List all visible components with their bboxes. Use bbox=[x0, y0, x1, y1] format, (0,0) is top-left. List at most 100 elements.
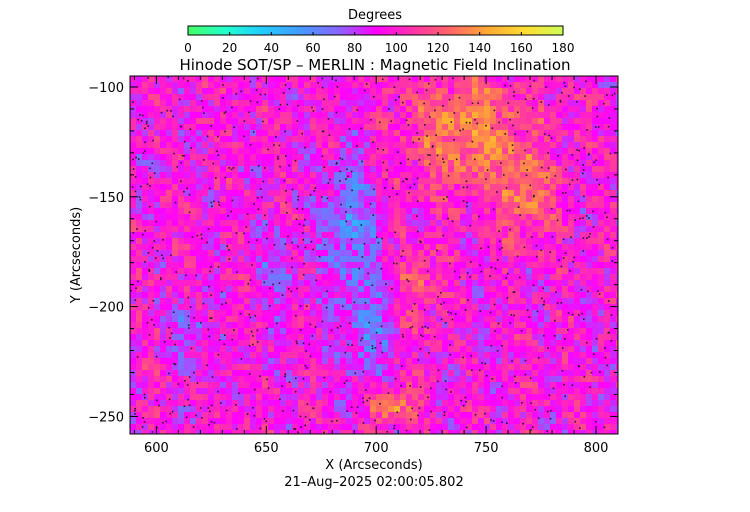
heatmap-cell bbox=[214, 184, 220, 190]
heatmap-cell bbox=[394, 292, 400, 298]
heatmap-cell bbox=[238, 274, 244, 280]
heatmap-cell bbox=[130, 142, 136, 148]
heatmap-cell bbox=[250, 304, 256, 310]
heatmap-cell bbox=[214, 310, 220, 316]
heatmap-cell bbox=[130, 262, 136, 268]
heatmap-cell bbox=[472, 178, 478, 184]
heatmap-cell bbox=[286, 190, 292, 196]
heatmap-cell bbox=[256, 238, 262, 244]
heatmap-cell bbox=[460, 304, 466, 310]
heatmap-cell bbox=[604, 304, 610, 310]
heatmap-cell bbox=[148, 292, 154, 298]
heatmap-cell bbox=[580, 76, 586, 82]
heatmap-cell bbox=[250, 328, 256, 334]
heatmap-cell bbox=[232, 160, 238, 166]
heatmap-cell bbox=[532, 418, 538, 424]
heatmap-cell bbox=[610, 286, 616, 292]
heatmap-cell bbox=[328, 370, 334, 376]
heatmap-cell bbox=[352, 190, 358, 196]
heatmap-cell bbox=[214, 262, 220, 268]
heatmap-cell bbox=[430, 340, 436, 346]
heatmap-cell bbox=[250, 418, 256, 424]
heatmap-cell bbox=[466, 322, 472, 328]
heatmap-cell bbox=[616, 256, 618, 262]
heatmap-cell bbox=[472, 328, 478, 334]
heatmap-cell bbox=[550, 358, 556, 364]
heatmap-cell bbox=[292, 364, 298, 370]
heatmap-cell bbox=[226, 310, 232, 316]
heatmap-cell bbox=[580, 220, 586, 226]
heatmap-cell bbox=[214, 412, 220, 418]
heatmap-cell bbox=[166, 202, 172, 208]
heatmap-cell bbox=[364, 382, 370, 388]
heatmap-cell bbox=[394, 118, 400, 124]
heatmap-cell bbox=[244, 394, 250, 400]
heatmap-cell bbox=[562, 400, 568, 406]
heatmap-cell bbox=[592, 178, 598, 184]
heatmap-cell bbox=[166, 316, 172, 322]
heatmap-cell bbox=[358, 82, 364, 88]
heatmap-cell bbox=[196, 154, 202, 160]
heatmap-cell bbox=[544, 400, 550, 406]
heatmap-cell bbox=[406, 358, 412, 364]
heatmap-cell bbox=[334, 286, 340, 292]
heatmap-cell bbox=[430, 106, 436, 112]
heatmap-cell bbox=[616, 274, 618, 280]
heatmap-cell bbox=[268, 340, 274, 346]
heatmap-cell bbox=[550, 292, 556, 298]
heatmap-cell bbox=[208, 244, 214, 250]
heatmap-cell bbox=[574, 274, 580, 280]
heatmap-cell bbox=[292, 88, 298, 94]
heatmap-cell bbox=[400, 310, 406, 316]
heatmap-cell bbox=[148, 376, 154, 382]
heatmap-cell bbox=[358, 382, 364, 388]
heatmap-cell bbox=[334, 316, 340, 322]
heatmap-cell bbox=[526, 82, 532, 88]
heatmap-cell bbox=[472, 346, 478, 352]
heatmap-cell bbox=[298, 172, 304, 178]
heatmap-cell bbox=[280, 274, 286, 280]
heatmap-cell bbox=[598, 304, 604, 310]
heatmap-cell bbox=[490, 118, 496, 124]
heatmap-cell bbox=[616, 364, 618, 370]
heatmap-cell bbox=[604, 196, 610, 202]
heatmap-cell bbox=[412, 298, 418, 304]
heatmap-cell bbox=[226, 220, 232, 226]
heatmap-cell bbox=[292, 244, 298, 250]
heatmap-cell bbox=[418, 358, 424, 364]
heatmap-cell bbox=[250, 82, 256, 88]
heatmap-cell bbox=[532, 400, 538, 406]
heatmap-cell bbox=[244, 274, 250, 280]
heatmap-cell bbox=[172, 322, 178, 328]
heatmap-cell bbox=[316, 220, 322, 226]
heatmap-cell bbox=[160, 334, 166, 340]
heatmap-cell bbox=[466, 220, 472, 226]
heatmap-cell bbox=[304, 106, 310, 112]
heatmap-cell bbox=[136, 304, 142, 310]
heatmap-cell bbox=[280, 238, 286, 244]
heatmap-cell bbox=[580, 250, 586, 256]
heatmap-cell bbox=[142, 292, 148, 298]
heatmap-cell bbox=[340, 154, 346, 160]
heatmap-cell bbox=[262, 268, 268, 274]
heatmap-cell bbox=[172, 106, 178, 112]
heatmap-cell bbox=[616, 226, 618, 232]
heatmap-cell bbox=[592, 340, 598, 346]
heatmap-cell bbox=[490, 250, 496, 256]
heatmap-cell bbox=[232, 112, 238, 118]
heatmap-cell bbox=[340, 376, 346, 382]
heatmap-cell bbox=[340, 388, 346, 394]
heatmap-cell bbox=[616, 76, 618, 82]
heatmap-cell bbox=[166, 214, 172, 220]
heatmap-cell bbox=[508, 322, 514, 328]
heatmap-cell bbox=[538, 154, 544, 160]
heatmap-cell bbox=[364, 148, 370, 154]
heatmap-cell bbox=[226, 334, 232, 340]
heatmap-cell bbox=[142, 250, 148, 256]
heatmap-cell bbox=[418, 130, 424, 136]
heatmap-cell bbox=[484, 184, 490, 190]
heatmap-cell bbox=[592, 334, 598, 340]
heatmap-cell bbox=[220, 430, 226, 434]
heatmap-cell bbox=[364, 418, 370, 424]
heatmap-cell bbox=[178, 322, 184, 328]
